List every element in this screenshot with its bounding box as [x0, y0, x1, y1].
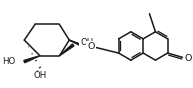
Text: ȮH: ȮH	[33, 71, 47, 80]
Polygon shape	[59, 44, 74, 56]
Text: HO: HO	[2, 57, 15, 66]
Text: O: O	[87, 42, 94, 51]
Text: OH: OH	[80, 38, 93, 47]
Polygon shape	[24, 56, 40, 63]
Text: O: O	[185, 54, 192, 63]
